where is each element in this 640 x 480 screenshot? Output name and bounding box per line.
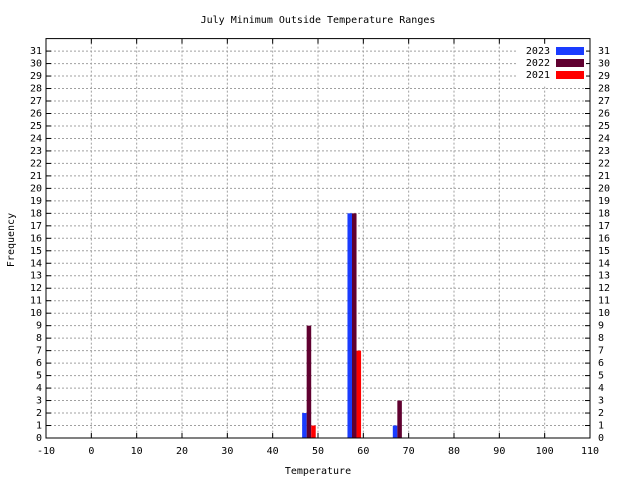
y-tick-label: 31 <box>30 46 42 57</box>
y-tick-label: 22 <box>30 158 42 169</box>
chart-title: July Minimum Outside Temperature Ranges <box>201 15 436 26</box>
y-tick-label: 15 <box>30 246 42 257</box>
y-tick-label: 18 <box>30 208 42 219</box>
x-axis-label: Temperature <box>285 466 351 477</box>
y-tick-label: 9 <box>36 321 42 332</box>
y-tick-label: 6 <box>36 358 42 369</box>
y2-tick-label: 11 <box>598 296 610 307</box>
y2-tick-label: 28 <box>598 84 610 95</box>
x-tick-label: 0 <box>88 446 94 457</box>
y-tick-label: 26 <box>30 108 42 119</box>
y-tick-label: 19 <box>30 196 42 207</box>
y2-tick-label: 26 <box>598 108 610 119</box>
x-tick-label: 100 <box>536 446 554 457</box>
y2-tick-label: 6 <box>598 358 604 369</box>
x-tick-label: 70 <box>403 446 415 457</box>
x-tick-label: 60 <box>357 446 369 457</box>
x-tick-label: -10 <box>37 446 55 457</box>
y2-tick-label: 10 <box>598 308 610 319</box>
x-tick-label: 20 <box>176 446 188 457</box>
y2-tick-label: 9 <box>598 321 604 332</box>
x-tick-label: 30 <box>221 446 233 457</box>
bar <box>392 425 398 438</box>
y2-tick-label: 14 <box>598 258 610 269</box>
y-tick-label: 16 <box>30 233 42 244</box>
y-tick-label: 5 <box>36 371 42 382</box>
x-tick-label: 10 <box>131 446 143 457</box>
bar <box>306 325 312 438</box>
y-tick-label: 3 <box>36 396 42 407</box>
bar <box>397 400 402 438</box>
y-tick-label: 23 <box>30 146 42 157</box>
y-tick-label: 14 <box>30 258 42 269</box>
bar <box>347 213 352 438</box>
x-tick-label: 50 <box>312 446 324 457</box>
x-tick-label: 40 <box>267 446 279 457</box>
y-tick-label: 0 <box>36 433 42 444</box>
y-tick-label: 24 <box>30 133 42 144</box>
y2-tick-label: 31 <box>598 46 610 57</box>
y2-tick-label: 7 <box>598 346 604 357</box>
bar <box>352 213 357 438</box>
y-tick-label: 28 <box>30 84 42 95</box>
y-tick-label: 11 <box>30 296 42 307</box>
legend-label: 2022 <box>526 58 550 69</box>
y2-tick-label: 24 <box>598 133 610 144</box>
y2-tick-label: 5 <box>598 371 604 382</box>
y-tick-label: 2 <box>36 408 42 419</box>
y2-tick-label: 13 <box>598 271 610 282</box>
y2-tick-label: 8 <box>598 333 604 344</box>
y2-tick-label: 12 <box>598 283 610 294</box>
y-tick-label: 4 <box>36 383 42 394</box>
y2-tick-label: 0 <box>598 433 604 444</box>
y-tick-label: 13 <box>30 271 42 282</box>
y-tick-label: 20 <box>30 183 42 194</box>
y2-tick-label: 21 <box>598 171 610 182</box>
x-tick-label: 80 <box>448 446 460 457</box>
legend-swatch <box>556 71 584 79</box>
y2-tick-label: 20 <box>598 183 610 194</box>
y-tick-label: 12 <box>30 283 42 294</box>
y-tick-label: 25 <box>30 121 42 132</box>
y2-tick-label: 3 <box>598 396 604 407</box>
legend-label: 2023 <box>526 46 550 57</box>
y2-tick-label: 1 <box>598 421 604 432</box>
y2-tick-label: 22 <box>598 158 610 169</box>
y2-tick-label: 27 <box>598 96 610 107</box>
bar <box>302 413 307 438</box>
y2-tick-label: 2 <box>598 408 604 419</box>
legend-swatch <box>556 59 584 67</box>
plot-frame <box>45 38 591 439</box>
y2-tick-label: 15 <box>598 246 610 257</box>
y-tick-label: 21 <box>30 171 42 182</box>
bar <box>311 425 316 438</box>
y-tick-label: 10 <box>30 308 42 319</box>
y2-tick-label: 30 <box>598 59 610 70</box>
y-tick-label: 17 <box>30 221 42 232</box>
y2-tick-label: 16 <box>598 233 610 244</box>
y2-tick-label: 4 <box>598 383 604 394</box>
bar <box>356 350 362 438</box>
y2-tick-label: 18 <box>598 208 610 219</box>
x-tick-label: 90 <box>493 446 505 457</box>
y-axis-label: Frequency <box>6 213 17 267</box>
legend-swatch <box>556 47 584 55</box>
y2-tick-label: 19 <box>598 196 610 207</box>
y-tick-label: 8 <box>36 333 42 344</box>
x-tick-label: 110 <box>581 446 599 457</box>
y2-tick-label: 23 <box>598 146 610 157</box>
y-tick-label: 27 <box>30 96 42 107</box>
y2-tick-label: 25 <box>598 121 610 132</box>
y-tick-label: 30 <box>30 59 42 70</box>
y-tick-label: 29 <box>30 71 42 82</box>
y2-tick-label: 17 <box>598 221 610 232</box>
legend-label: 2021 <box>526 70 550 81</box>
y-tick-label: 1 <box>36 421 42 432</box>
y2-tick-label: 29 <box>598 71 610 82</box>
y-tick-label: 7 <box>36 346 42 357</box>
